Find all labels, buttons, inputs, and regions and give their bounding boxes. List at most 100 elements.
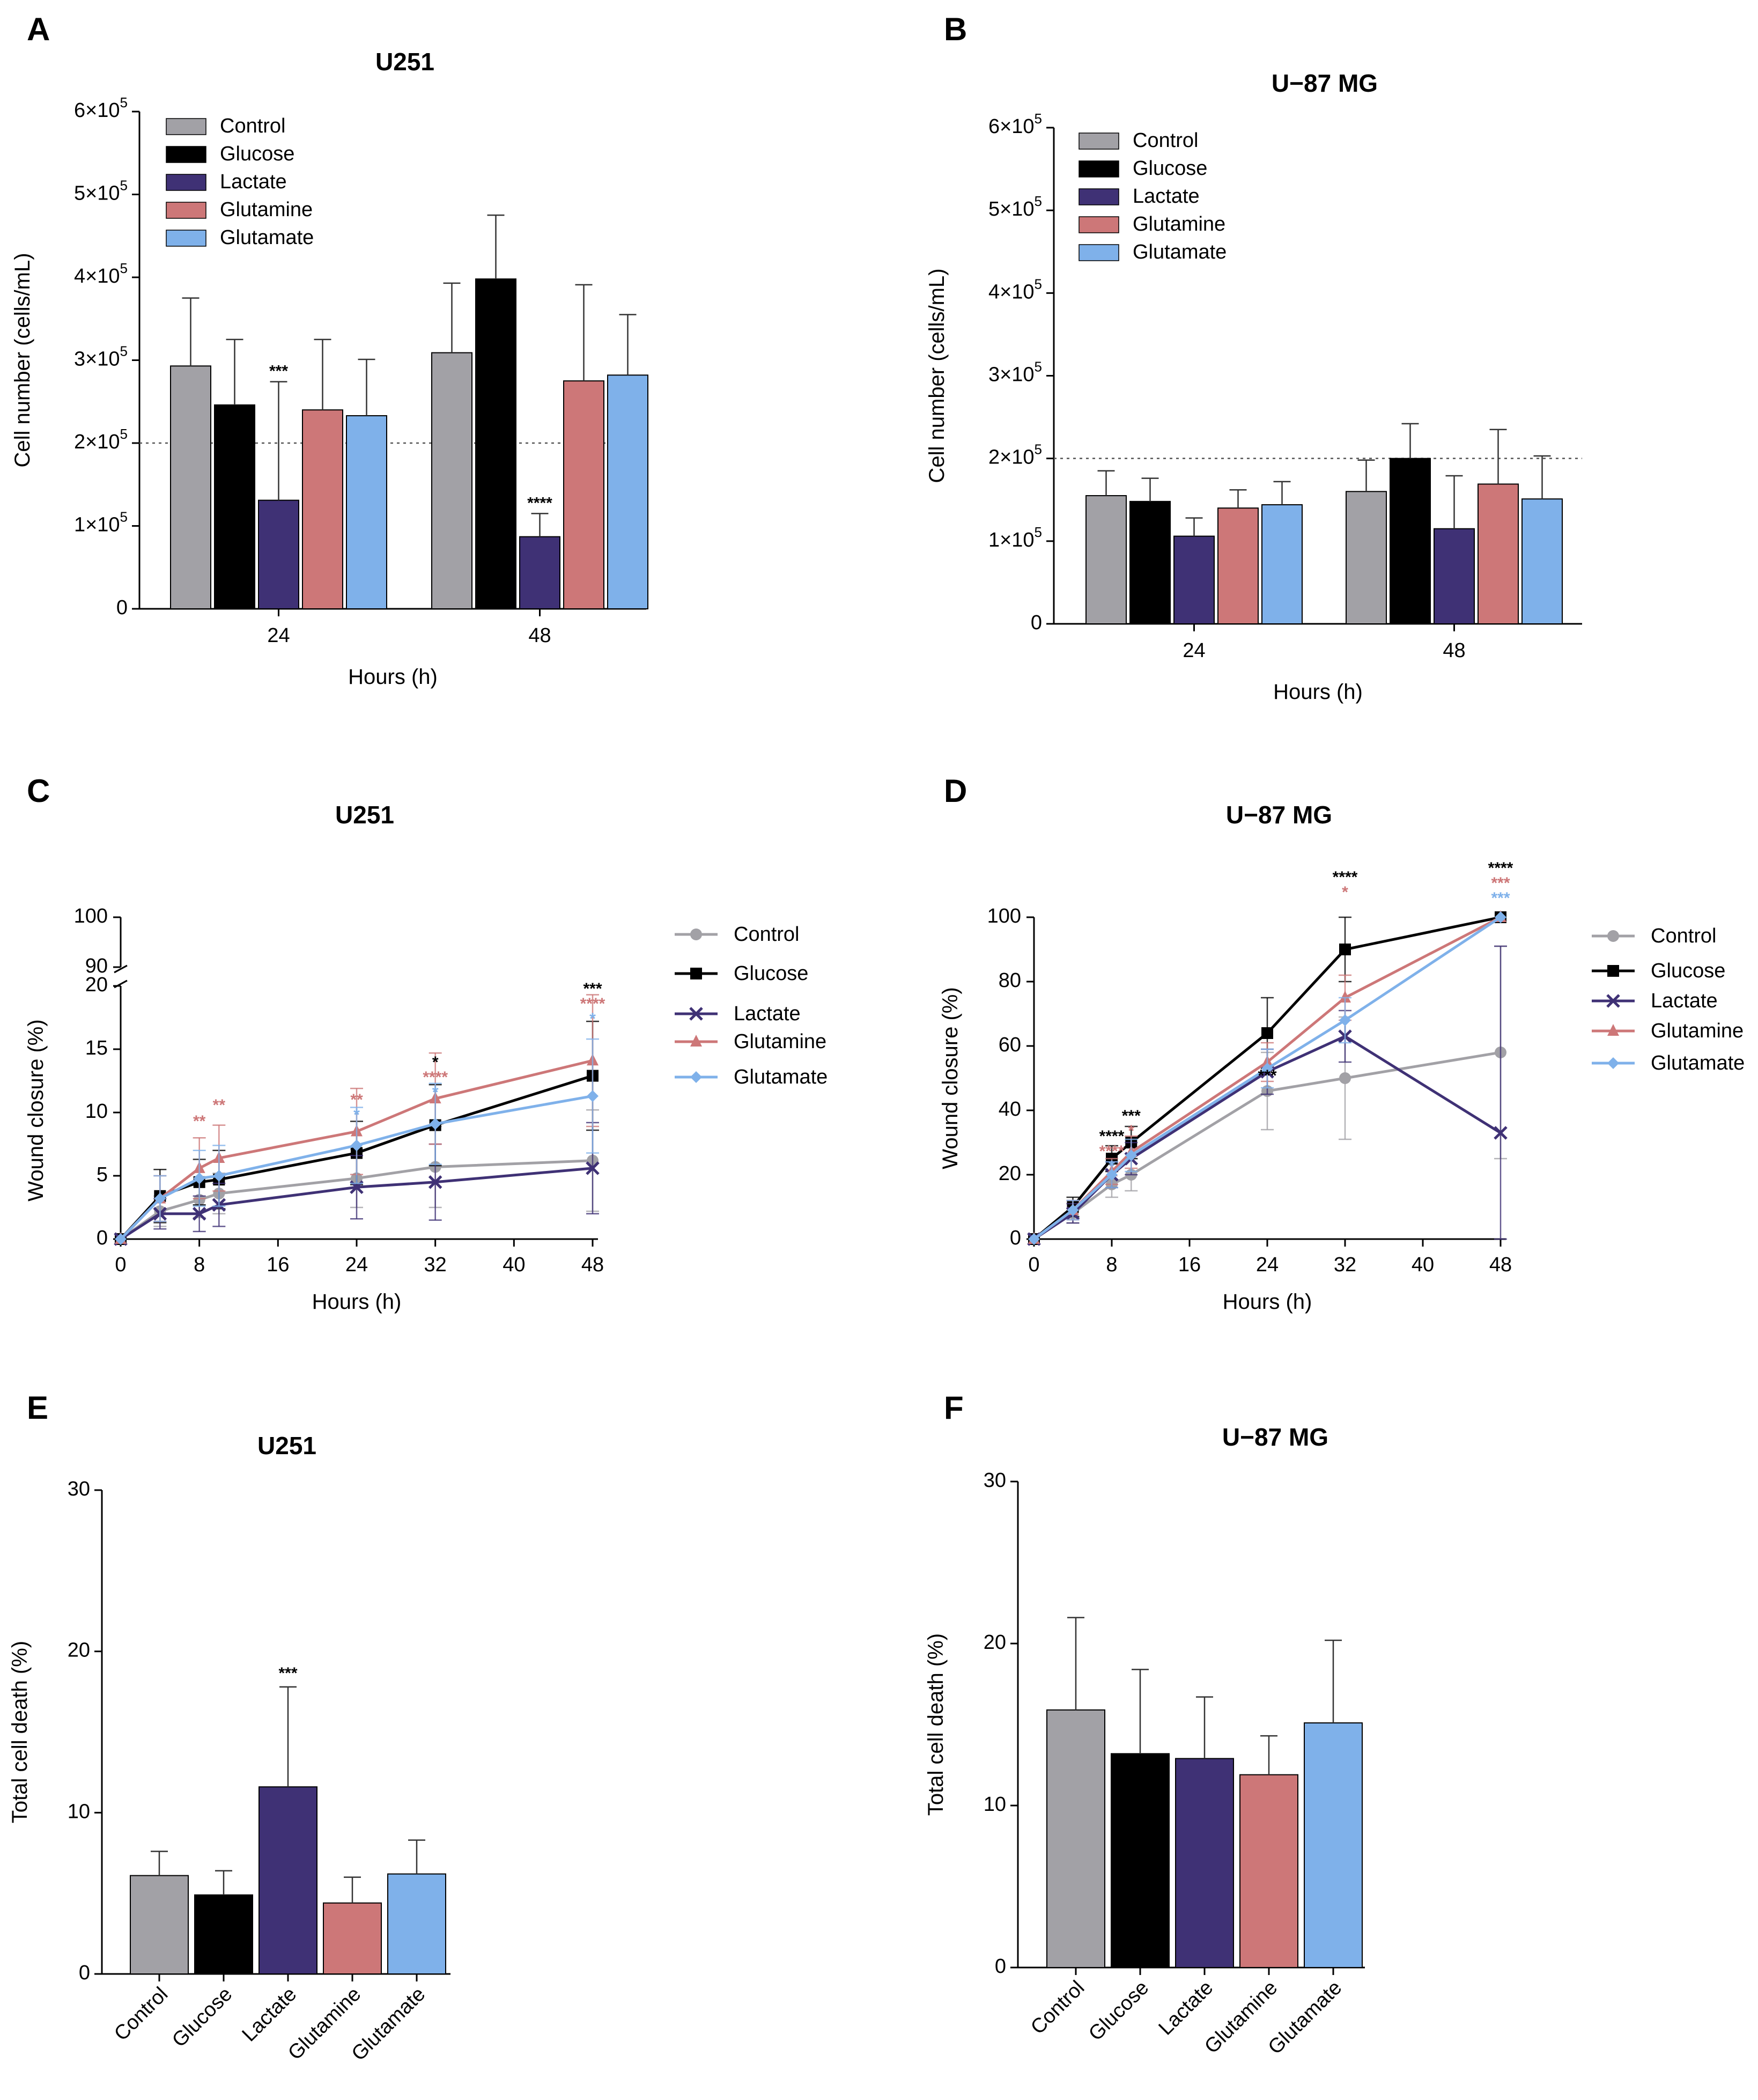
bar-f-control [1046, 1709, 1105, 1969]
significance-e-0: *** [278, 1664, 297, 1682]
y-tick-label-upper-c-0: 90 [85, 955, 108, 977]
point-d-glutamate-4 [1261, 1063, 1273, 1074]
x-tick-label-d-3: 24 [1256, 1254, 1279, 1276]
legend-marker-c-glutamate [690, 1071, 702, 1083]
x-tick-label-b-0: 24 [1183, 639, 1205, 662]
legend-label-a-glucose: Glucose [220, 143, 294, 165]
y-tick-label-d-2: 40 [999, 1098, 1021, 1121]
point-d-control-5 [1339, 1072, 1351, 1084]
legend-label-d-glutamine: Glutamine [1651, 1020, 1744, 1042]
significance-c-2-1: * [353, 1106, 360, 1124]
x-axis-title-a: Hours (h) [348, 665, 438, 689]
x-tick-label-f-control: Control [1026, 1977, 1089, 2039]
y-tick-label-a-5: 5×105 [74, 177, 128, 204]
significance-d-1-1: * [1128, 1122, 1134, 1140]
bar-b-glutamate-48 [1521, 498, 1563, 624]
legend-swatch-a-lactate [166, 174, 206, 191]
y-tick-label-lower-c-2: 10 [85, 1100, 108, 1123]
x-tick-label-d-4: 32 [1334, 1254, 1356, 1276]
y-tick-label-f-1: 10 [984, 1793, 1006, 1816]
legend-marker-d-glutamine [1607, 1024, 1619, 1036]
x-tick-label-c-2: 16 [267, 1254, 289, 1276]
legend-label-b-lactate: Lactate [1133, 185, 1200, 208]
y-tick-label-b-6: 6×105 [988, 110, 1042, 138]
point-d-lactate-6 [1494, 1126, 1508, 1140]
legend-marker-d-glutamate [1607, 1057, 1619, 1069]
significance-d-0-1: **** [1099, 1143, 1125, 1160]
significance-c-3-0: * [432, 1053, 439, 1071]
point-d-glutamine-5 [1339, 991, 1351, 1003]
point-c-glutamate-4 [351, 1139, 363, 1152]
bar-b-lactate-48 [1434, 528, 1475, 624]
point-d-glucose-5 [1339, 944, 1351, 955]
y-tick-label-a-1: 1×105 [74, 509, 128, 536]
point-d-glutamate-6 [1495, 911, 1506, 923]
y-tick-label-upper-c-1: 100 [74, 905, 108, 927]
y-axis-title-a: Cell number (cells/mL) [11, 253, 34, 467]
legend-swatch-b-control [1079, 132, 1119, 150]
legend-marker-c-control [690, 929, 702, 940]
legend-swatch-b-glucose [1079, 160, 1119, 178]
point-c-glutamate-2 [193, 1172, 205, 1184]
y-tick-label-e-3: 30 [68, 1478, 90, 1500]
y-tick-label-f-2: 20 [984, 1631, 1006, 1654]
x-tick-label-f-lactate: Lactate [1155, 1977, 1218, 2040]
significance-d-0-0: **** [1099, 1128, 1125, 1145]
panel-letter-b: B [944, 11, 967, 47]
y-tick-label-a-6: 6×105 [74, 94, 128, 122]
legend-label-b-control: Control [1133, 129, 1199, 152]
bar-f-glucose [1111, 1753, 1170, 1969]
significance-c-0-0: ** [193, 1112, 206, 1130]
significance-a-0: *** [269, 363, 288, 380]
x-tick-label-c-1: 8 [194, 1254, 205, 1276]
legend-marker-c-lactate [689, 1007, 703, 1021]
panel-letter-c: C [27, 773, 50, 809]
bar-a-lactate-24 [258, 499, 299, 609]
bar-a-glutamate-48 [607, 374, 648, 609]
panel-letter-e: E [27, 1390, 49, 1426]
point-c-glutamate-1 [154, 1192, 166, 1205]
y-tick-label-e-0: 0 [79, 1962, 90, 1984]
y-tick-label-b-1: 1×105 [988, 524, 1042, 551]
legend-label-d-glucose: Glucose [1651, 960, 1725, 982]
point-d-glutamate-5 [1339, 1014, 1351, 1026]
y-tick-label-b-3: 3×105 [988, 358, 1042, 386]
legend-label-d-control: Control [1651, 925, 1717, 947]
bar-b-glutamine-48 [1478, 483, 1519, 624]
y-axis-title-d: Wound closure (%) [939, 987, 962, 1169]
point-d-glutamate-3 [1125, 1150, 1137, 1161]
bar-a-glutamine-24 [302, 409, 343, 609]
x-axis-title-b: Hours (h) [1273, 680, 1363, 704]
significance-a-1: **** [527, 494, 552, 512]
legend-label-b-glucose: Glucose [1133, 157, 1207, 180]
chart-title-d: U−87 MG [1225, 801, 1333, 829]
point-c-glutamate-3 [213, 1170, 225, 1182]
y-tick-label-d-0: 0 [1010, 1227, 1021, 1249]
bar-e-glutamate [387, 1873, 446, 1974]
legend-marker-d-glucose [1607, 965, 1619, 977]
legend-swatch-a-control [166, 118, 206, 135]
bar-a-glutamine-48 [563, 380, 604, 609]
y-tick-label-lower-c-4: 20 [85, 974, 108, 996]
y-tick-label-e-1: 10 [68, 1800, 90, 1823]
y-tick-label-a-3: 3×105 [74, 343, 128, 370]
x-tick-label-a-1: 48 [528, 624, 551, 647]
x-tick-label-b-1: 48 [1443, 639, 1465, 662]
legend-label-c-glutamate: Glutamate [734, 1066, 828, 1088]
x-axis-title-c: Hours (h) [312, 1290, 402, 1314]
point-c-glutamate-5 [429, 1118, 441, 1130]
x-axis-title-d: Hours (h) [1223, 1290, 1312, 1314]
significance-d-4-1: *** [1491, 874, 1510, 892]
significance-c-4-0: *** [583, 980, 602, 998]
legend-label-c-glutamine: Glutamine [734, 1030, 826, 1053]
significance-d-0-2: * [1109, 1158, 1115, 1175]
legend-marker-d-lactate [1606, 994, 1620, 1008]
legend-label-c-glucose: Glucose [734, 962, 808, 985]
y-tick-label-lower-c-1: 5 [97, 1163, 108, 1186]
legend-label-a-glutamine: Glutamine [220, 198, 313, 221]
significance-d-4-2: *** [1491, 889, 1510, 907]
bar-f-lactate [1175, 1758, 1234, 1968]
